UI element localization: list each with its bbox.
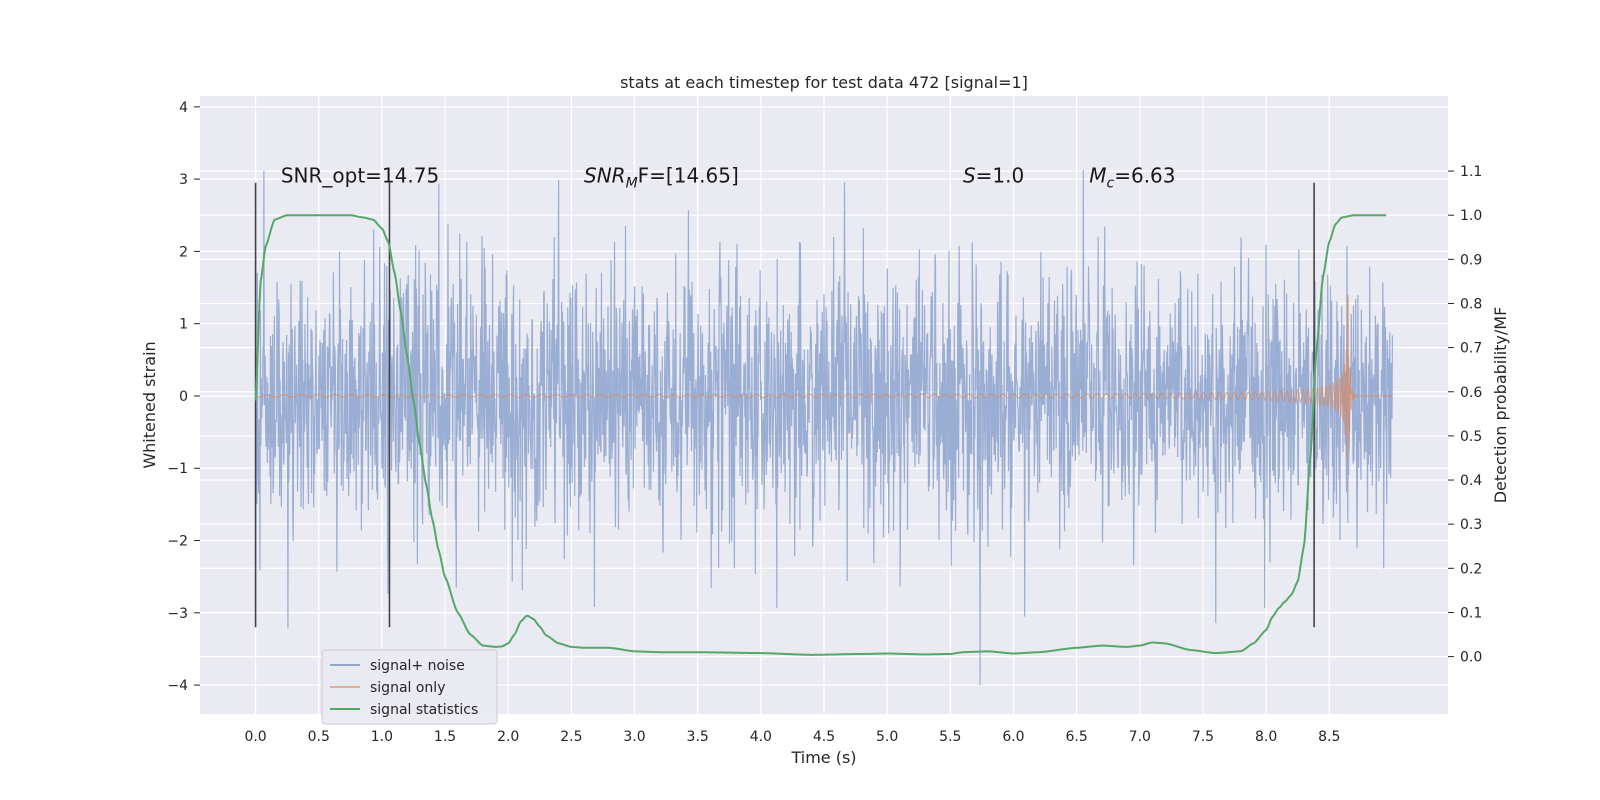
y2-tick-label: 0.9 [1460, 252, 1482, 268]
x-tick-label: 7.5 [1192, 729, 1214, 745]
y2-axis-title: Detection probability/MF [1491, 307, 1510, 504]
y2-tick-label: 0.5 [1460, 429, 1482, 445]
y-tick-label: 0 [179, 389, 188, 405]
x-tick-label: 8.5 [1318, 729, 1340, 745]
x-tick-label: 3.5 [687, 729, 709, 745]
legend-box [321, 649, 498, 725]
x-tick-label: 4.5 [813, 729, 835, 745]
annotation-snr-mf-prefix: SNR [584, 164, 626, 188]
y2-ticks: 0.0 0.1 0.2 0.3 0.4 0.5 0.6 0.7 0.8 0.9 1.0 1.1 [1448, 164, 1482, 666]
legend-label-signal: signal only [370, 680, 445, 696]
signal-series [255, 294, 1393, 462]
stats-series [254, 214, 1387, 656]
annotation-s-italic: S [963, 164, 976, 188]
legend: signal+ noise signal only signal statist… [321, 649, 498, 725]
legend-label-noise: signal+ noise [370, 658, 465, 674]
y2-tick-label: 1.1 [1460, 164, 1482, 180]
x-tick-label: 0.5 [308, 729, 330, 745]
x-tick-label: 1.0 [371, 729, 393, 745]
y-tick-label: 3 [179, 172, 188, 188]
y-tick-label: −4 [167, 678, 188, 694]
y-tick-label: −2 [167, 534, 188, 550]
x-tick-label: 5.0 [876, 729, 898, 745]
y-tick-label: −3 [167, 606, 188, 622]
signal-line [255, 294, 1393, 462]
y2-tick-label: 0.0 [1460, 650, 1482, 666]
y-axis-title: Whitened strain [140, 341, 159, 468]
x-tick-label: 0.0 [244, 729, 266, 745]
stats-line [254, 214, 1387, 656]
x-tick-label: 5.5 [939, 729, 961, 745]
y-tick-label: 4 [179, 100, 188, 116]
annotation-s-suffix: =1.0 [976, 164, 1025, 188]
y2-tick-label: 0.8 [1460, 296, 1482, 312]
annotation-mc-sub: c [1107, 176, 1115, 192]
x-tick-label: 3.0 [623, 729, 645, 745]
y2-tick-label: 0.2 [1460, 561, 1482, 577]
y2-tick-label: 0.7 [1460, 341, 1482, 357]
x-ticks: 0.0 0.5 1.0 1.5 2.0 2.5 3.0 3.5 4.0 4.5 5.0 5.5 6.0 6… [244, 729, 1340, 745]
annotation-mc-prefix: M [1089, 164, 1106, 188]
noise-line [254, 169, 1394, 686]
x-tick-label: 7.0 [1129, 729, 1151, 745]
plot-title: stats at each timestep for test data 472… [620, 73, 1028, 92]
y2-tick-label: 0.1 [1460, 605, 1482, 621]
annotation-snr-opt: SNR_opt=14.75 [281, 164, 439, 188]
legend-label-stats: signal statistics [370, 702, 478, 718]
annotations: SNR_opt=14.75 SNRMF=[14.65] S=1.0 Mc=6.6… [281, 164, 1176, 192]
y2-tick-label: 0.4 [1460, 473, 1482, 489]
annotation-snr-mf-sub: M [626, 176, 638, 192]
annotation-mc: Mc=6.63 [1089, 164, 1175, 192]
y2-tick-label: 1.0 [1460, 208, 1482, 224]
y-ticks: −4 −3 −2 −1 0 1 2 3 4 [167, 100, 200, 694]
x-tick-label: 6.5 [1065, 729, 1087, 745]
x-tick-label: 4.0 [750, 729, 772, 745]
annotation-s: S=1.0 [963, 164, 1024, 188]
y2-tick-label: 0.3 [1460, 517, 1482, 533]
y-tick-label: 1 [179, 317, 188, 333]
x-tick-label: 6.0 [1002, 729, 1024, 745]
annotation-snr-mf: SNRMF=[14.65] [584, 164, 739, 192]
annotation-mc-suffix: =6.63 [1114, 164, 1175, 188]
annotation-snr-mf-suffix: F=[14.65] [638, 164, 739, 188]
x-tick-label: 2.0 [497, 729, 519, 745]
y2-tick-label: 0.6 [1460, 385, 1482, 401]
noise-series [254, 169, 1394, 686]
x-tick-label: 2.5 [560, 729, 582, 745]
y-tick-label: −1 [167, 461, 188, 477]
x-tick-label: 1.5 [434, 729, 456, 745]
x-tick-label: 8.0 [1255, 729, 1277, 745]
x-axis-title: Time (s) [790, 748, 856, 767]
y-tick-label: 2 [179, 244, 188, 260]
